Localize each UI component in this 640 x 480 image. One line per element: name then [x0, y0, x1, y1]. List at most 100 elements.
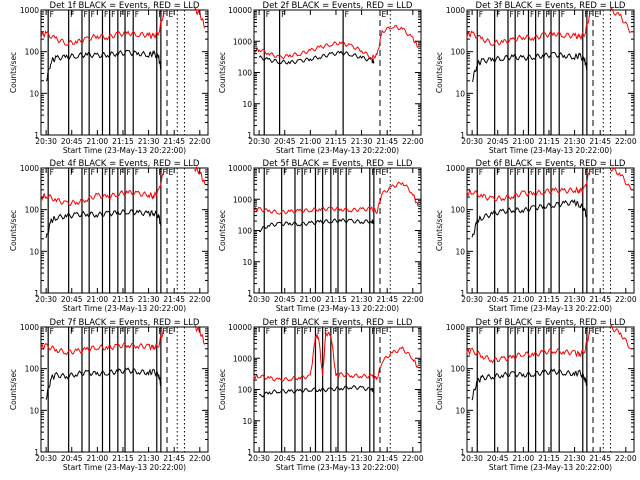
x-axis-label: Start Time (23-May-13 20:22:00) — [489, 463, 612, 472]
x-tick-label: 21:30 — [138, 454, 160, 463]
y-tick-label: 100 — [25, 48, 40, 57]
x-tick-label: 22:00 — [615, 454, 637, 463]
flag-letter: F — [162, 10, 166, 19]
x-tick-label: 21:30 — [138, 137, 160, 146]
flag-letter: F — [91, 10, 95, 19]
y-axis-label: Counts/sec — [435, 369, 444, 410]
flag-letter: F — [119, 168, 123, 177]
flag-letter: F — [375, 168, 379, 177]
y-tick-label: 1000 — [233, 195, 252, 204]
x-tick-label: 21:30 — [138, 295, 160, 304]
flag-letter: F — [296, 327, 300, 336]
x-axis-label: Start Time (23-May-13 20:22:00) — [276, 304, 399, 313]
flag-letter: F — [50, 10, 54, 19]
flag-letter: F — [584, 168, 588, 177]
series-lld — [40, 328, 164, 356]
x-tick-label: 21:45 — [589, 454, 611, 463]
x-tick-label: 20:30 — [35, 454, 57, 463]
x-tick-label: 21:45 — [163, 295, 185, 304]
series-lld-after — [610, 324, 632, 350]
series-lld — [40, 170, 165, 207]
x-tick-label: 22:00 — [402, 295, 424, 304]
flag-letter: F — [340, 168, 344, 177]
flag-letter: F — [530, 10, 534, 19]
flag-letter: F — [317, 327, 321, 336]
y-tick-label: 1 — [460, 289, 465, 298]
x-axis-label: Start Time (23-May-13 20:22:00) — [276, 463, 399, 472]
panel-title: Det 3f BLACK = Events, RED = LLD — [476, 1, 626, 11]
series-lld — [466, 13, 591, 46]
flag-letter: F — [135, 168, 139, 177]
x-tick-label: 22:00 — [189, 137, 211, 146]
series-events — [471, 51, 588, 82]
flag-letter: F — [496, 10, 500, 19]
x-tick-label: 21:00 — [300, 454, 322, 463]
flag-letter: F — [304, 327, 308, 336]
flag-letter: F — [496, 168, 500, 177]
y-axis-label: Counts/sec — [435, 52, 444, 93]
flag-letter: F — [509, 10, 513, 19]
x-axis-label: Start Time (23-May-13 20:22:00) — [489, 304, 612, 313]
flag-letter: F — [158, 10, 162, 19]
series-lld — [466, 169, 591, 202]
flag-letter: F — [340, 327, 344, 336]
panel-title: Det 5f BLACK = Events, RED = LLD — [263, 159, 413, 169]
x-tick-label: 21:45 — [163, 137, 185, 146]
x-tick-label: 21:00 — [513, 137, 535, 146]
x-axis-label: Start Time (23-May-13 20:22:00) — [63, 304, 186, 313]
flag-letter: F — [127, 327, 131, 336]
y-tick-label: 100 — [25, 365, 40, 374]
x-tick-label: 21:45 — [376, 295, 398, 304]
x-tick-label: 20:30 — [35, 295, 57, 304]
flag-letter: E — [169, 10, 174, 19]
x-tick-label: 20:30 — [461, 295, 483, 304]
x-tick-label: 21:15 — [538, 295, 560, 304]
y-tick-label: 1000 — [233, 37, 252, 46]
x-tick-label: 22:00 — [402, 454, 424, 463]
y-tick-label: 1 — [460, 131, 465, 140]
x-tick-label: 20:30 — [461, 454, 483, 463]
flag-letter: F — [50, 327, 54, 336]
x-tick-label: 21:45 — [163, 454, 185, 463]
y-tick-label: 100 — [451, 48, 466, 57]
x-tick-label: 21:15 — [112, 295, 134, 304]
y-tick-label: 10000 — [228, 6, 252, 15]
flag-letter: F — [127, 168, 131, 177]
flag-letter: F — [135, 10, 139, 19]
x-tick-label: 21:00 — [87, 295, 109, 304]
flag-letter: F — [70, 168, 74, 177]
flag-letter: F — [119, 327, 123, 336]
x-tick-label: 20:45 — [61, 454, 83, 463]
flag-letter: F — [537, 10, 541, 19]
series-events — [258, 384, 375, 398]
flag-letter: F — [530, 168, 534, 177]
x-tick-label: 21:45 — [589, 295, 611, 304]
y-tick-label: 10000 — [228, 164, 252, 173]
flag-letter: F — [104, 327, 108, 336]
x-tick-label: 21:00 — [87, 137, 109, 146]
x-tick-label: 21:00 — [513, 295, 535, 304]
flag-letter: E — [382, 10, 387, 19]
x-tick-label: 21:15 — [112, 454, 134, 463]
y-tick-label: 10 — [455, 89, 465, 98]
flag-letter: F — [127, 10, 131, 19]
x-tick-label: 20:30 — [248, 295, 270, 304]
y-axis-label: Counts/sec — [218, 369, 227, 410]
y-tick-label: 1000 — [446, 6, 465, 15]
flag-letter: F — [281, 10, 285, 19]
flag-letter: F — [561, 168, 565, 177]
flag-letter: F — [348, 327, 352, 336]
flag-letter: E — [595, 327, 600, 336]
flag-letter: F — [479, 10, 483, 19]
panel-title: Det 4f BLACK = Events, RED = LLD — [50, 159, 200, 169]
series-events — [45, 208, 162, 238]
x-tick-label: 22:00 — [615, 295, 637, 304]
x-tick-label: 21:30 — [564, 137, 586, 146]
x-tick-label: 20:45 — [61, 295, 83, 304]
y-tick-label: 100 — [238, 227, 253, 236]
flag-letter: F — [162, 168, 166, 177]
y-tick-label: 1 — [247, 131, 252, 140]
